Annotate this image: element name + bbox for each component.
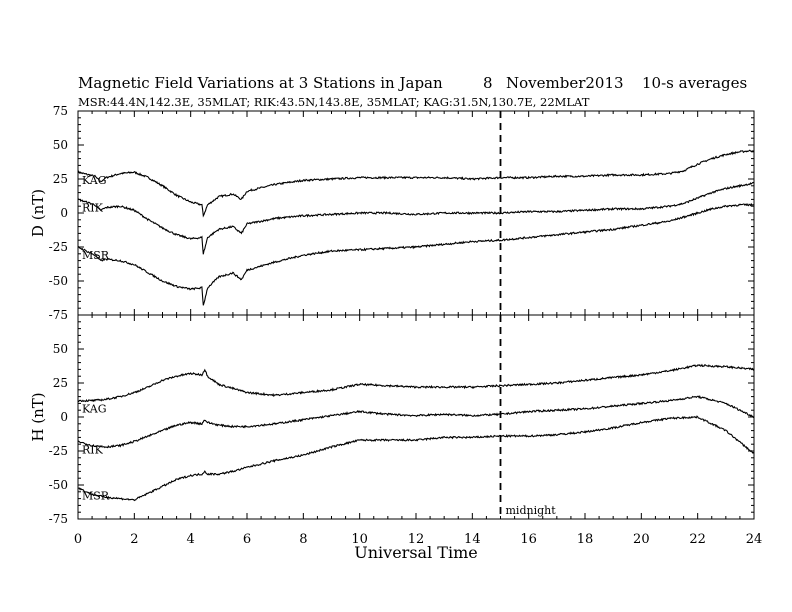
h-trace-rik bbox=[77, 394, 755, 449]
d-ytick-label: -50 bbox=[49, 274, 68, 288]
h-xtick-label: 6 bbox=[243, 532, 251, 547]
h-xtick-label: 22 bbox=[689, 532, 706, 547]
h-xtick-label: 16 bbox=[520, 532, 537, 547]
h-series-label-kag: KAG bbox=[82, 403, 107, 416]
h-axis-label: H (nT) bbox=[29, 392, 47, 441]
h-xtick-label: 2 bbox=[130, 532, 138, 547]
h-ytick-label: 0 bbox=[60, 410, 68, 424]
d-ytick-label: 0 bbox=[60, 206, 68, 220]
h-xtick-label: 0 bbox=[74, 532, 82, 547]
chart-day: 8 bbox=[483, 74, 493, 92]
x-axis-label: Universal Time bbox=[354, 543, 477, 562]
d-series-label-kag: KAG bbox=[82, 174, 107, 187]
d-ytick-label: 50 bbox=[53, 138, 68, 152]
chart-averaging: 10-s averages bbox=[642, 74, 747, 92]
h-midnight-label: midnight bbox=[506, 504, 557, 517]
h-ytick-label: -75 bbox=[49, 512, 68, 526]
h-xtick-label: 12 bbox=[408, 532, 425, 547]
h-ytick-label: 25 bbox=[53, 376, 68, 390]
h-trace-kag bbox=[78, 363, 755, 403]
d-ytick-label: -75 bbox=[49, 308, 68, 322]
h-xtick-label: 18 bbox=[577, 532, 594, 547]
h-ytick-label: -50 bbox=[49, 478, 68, 492]
stations-line: MSR:44.4N,142.3E, 35MLAT; RIK:43.5N,143.… bbox=[78, 95, 590, 109]
d-series-label-rik: RIK bbox=[82, 201, 104, 214]
h-trace-msr bbox=[77, 415, 755, 502]
h-ytick-label: 50 bbox=[53, 342, 68, 356]
h-xtick-label: 14 bbox=[464, 532, 481, 547]
h-xtick-label: 4 bbox=[187, 532, 195, 547]
d-ytick-label: -25 bbox=[49, 240, 68, 254]
h-ytick-label: -25 bbox=[49, 444, 68, 458]
d-trace-msr bbox=[77, 202, 754, 306]
h-xtick-label: 20 bbox=[633, 532, 650, 547]
chart-title: Magnetic Field Variations at 3 Stations … bbox=[78, 74, 443, 92]
h-series-label-msr: MSR bbox=[82, 490, 110, 503]
h-xtick-label: 24 bbox=[746, 532, 763, 547]
d-axis-label: D (nT) bbox=[29, 189, 47, 237]
d-ytick-label: 25 bbox=[53, 172, 68, 186]
d-trace-rik bbox=[77, 181, 755, 255]
h-panel-frame bbox=[77, 314, 755, 520]
d-ytick-label: 75 bbox=[53, 104, 68, 118]
h-series-label-rik: RIK bbox=[82, 443, 104, 456]
d-trace-kag bbox=[77, 149, 755, 218]
chart-month-year: November2013 bbox=[506, 74, 624, 92]
h-xtick-label: 8 bbox=[299, 532, 307, 547]
h-xtick-label: 10 bbox=[351, 532, 368, 547]
d-series-label-msr: MSR bbox=[82, 249, 110, 262]
d-panel-frame bbox=[77, 110, 755, 316]
